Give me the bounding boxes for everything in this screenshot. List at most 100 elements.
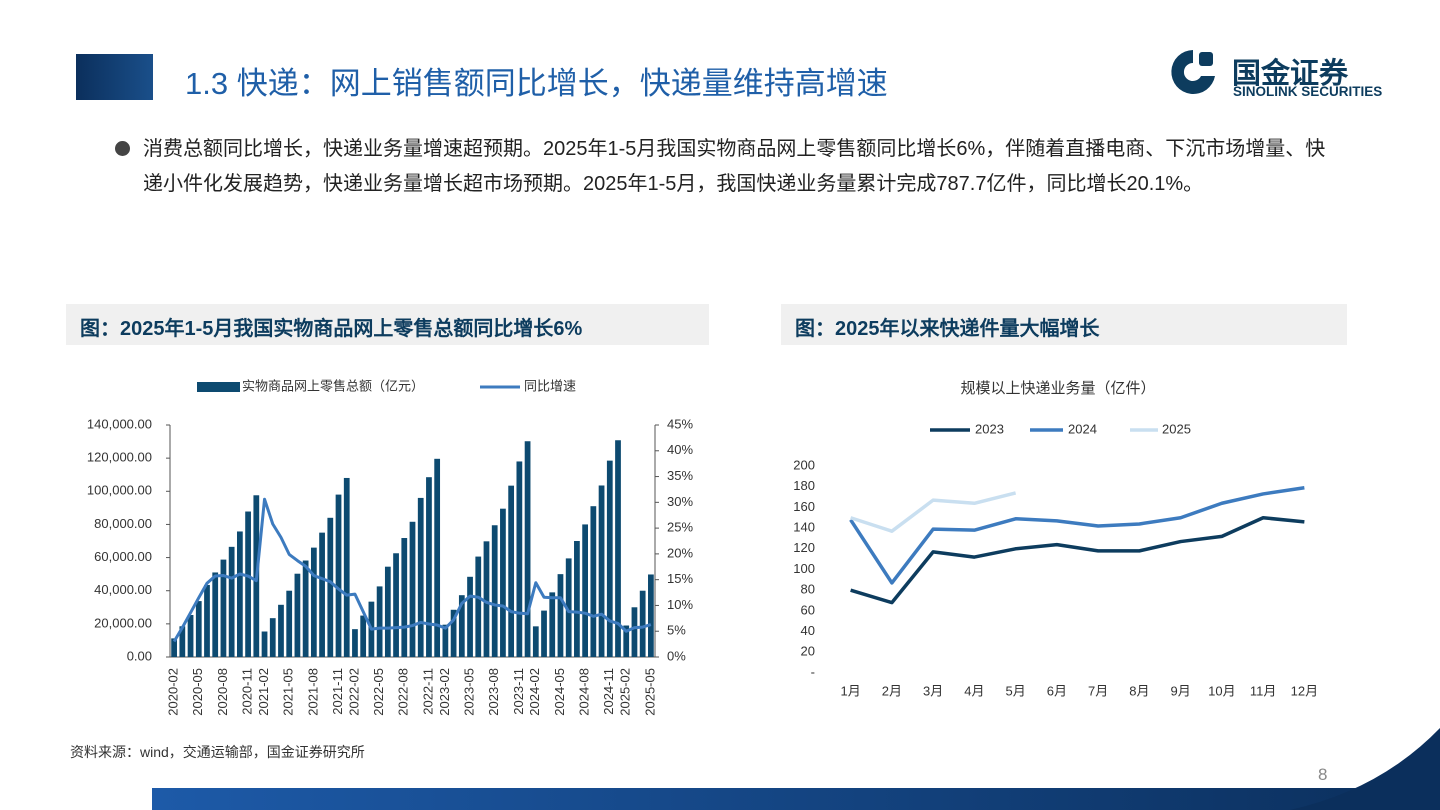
bar bbox=[442, 624, 449, 657]
x-tick-label: 12月 bbox=[1291, 683, 1318, 698]
x-tick-label: 2022-11 bbox=[420, 668, 435, 715]
bar bbox=[598, 485, 605, 657]
bar bbox=[467, 576, 473, 657]
bar bbox=[335, 494, 342, 657]
bar bbox=[508, 485, 515, 657]
y-tick-label: 160 bbox=[793, 499, 815, 514]
figure-caption: 图：2025年1-5月我国实物商品网上零售总额同比增长6% bbox=[80, 318, 583, 340]
bar bbox=[245, 511, 251, 657]
x-tick-label: 2020-08 bbox=[215, 668, 230, 716]
y-tick-label: 180 bbox=[793, 478, 815, 493]
x-tick-label: 2020-05 bbox=[190, 668, 205, 716]
x-tick-label: 2022-02 bbox=[346, 668, 361, 716]
legend-label: 2024 bbox=[1068, 421, 1097, 436]
footer-curve bbox=[1290, 728, 1440, 810]
x-tick-label: 2月 bbox=[882, 683, 902, 698]
x-tick-label: 2023-05 bbox=[461, 668, 476, 716]
x-tick-label: 2023-11 bbox=[511, 668, 526, 715]
x-tick-label: 2021-05 bbox=[281, 668, 296, 716]
x-tick-label: 2024-02 bbox=[527, 668, 542, 716]
bar bbox=[532, 626, 539, 657]
bar bbox=[343, 477, 350, 657]
bar bbox=[565, 558, 572, 657]
bar bbox=[631, 607, 638, 657]
x-tick-label: 2025-05 bbox=[642, 668, 657, 716]
bar bbox=[360, 615, 367, 657]
x-tick-label: 2023-08 bbox=[486, 668, 501, 716]
x-tick-label: 2020-11 bbox=[240, 668, 255, 715]
y-tick-label: 140,000.00 bbox=[87, 416, 152, 431]
y2-tick-label: 45% bbox=[667, 416, 693, 431]
bar bbox=[574, 541, 580, 657]
x-tick-label: 2021-08 bbox=[305, 668, 320, 716]
y2-tick-label: 0% bbox=[667, 648, 686, 663]
bar bbox=[269, 618, 276, 657]
legend-label: 同比增速 bbox=[524, 378, 576, 393]
bar bbox=[475, 556, 482, 657]
y2-tick-label: 15% bbox=[667, 571, 693, 586]
line-series bbox=[172, 497, 652, 643]
x-tick-label: 2022-05 bbox=[371, 668, 386, 716]
bar bbox=[187, 614, 194, 657]
y2-tick-label: 35% bbox=[667, 468, 693, 483]
bar bbox=[236, 531, 243, 657]
y-tick-label: 20 bbox=[801, 644, 815, 659]
bar bbox=[384, 566, 391, 657]
x-tick-label: 1月 bbox=[841, 683, 861, 698]
y-tick-label: 120 bbox=[793, 540, 815, 555]
y-tick-label: 40,000.00 bbox=[94, 582, 152, 597]
bar bbox=[491, 525, 498, 657]
chart-subtitle: 规模以上快递业务量（亿件） bbox=[960, 380, 1155, 397]
x-tick-label: 9月 bbox=[1171, 683, 1191, 698]
bar bbox=[195, 601, 202, 657]
bar bbox=[590, 506, 597, 657]
bar bbox=[261, 631, 268, 657]
y-tick-label: 40 bbox=[801, 623, 815, 638]
bar bbox=[376, 586, 383, 657]
bar bbox=[623, 625, 630, 657]
bullet-dot bbox=[115, 141, 130, 156]
bar bbox=[286, 590, 293, 657]
page-number: 8 bbox=[1318, 765, 1328, 784]
legend-label: 2023 bbox=[975, 421, 1004, 436]
bar bbox=[401, 538, 408, 657]
y2-tick-label: 30% bbox=[667, 494, 693, 509]
bar bbox=[582, 524, 589, 657]
bar bbox=[557, 574, 564, 657]
bar bbox=[212, 572, 219, 657]
y-tick-label: 60 bbox=[801, 602, 815, 617]
y-tick-label: 0.00 bbox=[127, 648, 152, 663]
x-tick-label: 10月 bbox=[1208, 683, 1235, 698]
line-series bbox=[850, 516, 1305, 605]
y-tick-label: 80,000.00 bbox=[94, 516, 152, 531]
legend-label: 实物商品网上零售总额（亿元） bbox=[242, 378, 424, 393]
bar bbox=[294, 573, 301, 657]
bar bbox=[639, 590, 646, 657]
header-block bbox=[76, 54, 153, 100]
footer-band bbox=[152, 788, 1440, 810]
x-tick-label: 2024-05 bbox=[552, 668, 567, 716]
bar bbox=[171, 638, 177, 657]
bar bbox=[483, 541, 490, 657]
x-tick-label: 2022-08 bbox=[396, 668, 411, 716]
x-tick-label: 2021-02 bbox=[256, 668, 271, 716]
bullet-text: 消费总额同比增长，快递业务量增速超预期。2025年1-5月我国实物商品网上零售额… bbox=[143, 138, 1326, 195]
y-tick-label: 20,000.00 bbox=[94, 615, 152, 630]
x-tick-label: 2023-02 bbox=[437, 668, 452, 716]
x-tick-label: 7月 bbox=[1088, 683, 1108, 698]
y2-tick-label: 40% bbox=[667, 442, 693, 457]
x-tick-label: 11月 bbox=[1250, 683, 1277, 698]
bar bbox=[393, 553, 399, 657]
bar bbox=[516, 461, 523, 657]
y-tick-label: 100,000.00 bbox=[87, 483, 152, 498]
y-tick-label: 120,000.00 bbox=[87, 450, 152, 465]
bar bbox=[524, 441, 531, 657]
x-tick-label: 2024-11 bbox=[601, 668, 616, 715]
legend-label: 2025 bbox=[1162, 421, 1191, 436]
bar bbox=[606, 460, 613, 657]
y2-tick-label: 10% bbox=[667, 597, 693, 612]
bar bbox=[310, 547, 317, 657]
logo-text: 国金证券 bbox=[1232, 58, 1349, 90]
line-series bbox=[849, 486, 1305, 585]
